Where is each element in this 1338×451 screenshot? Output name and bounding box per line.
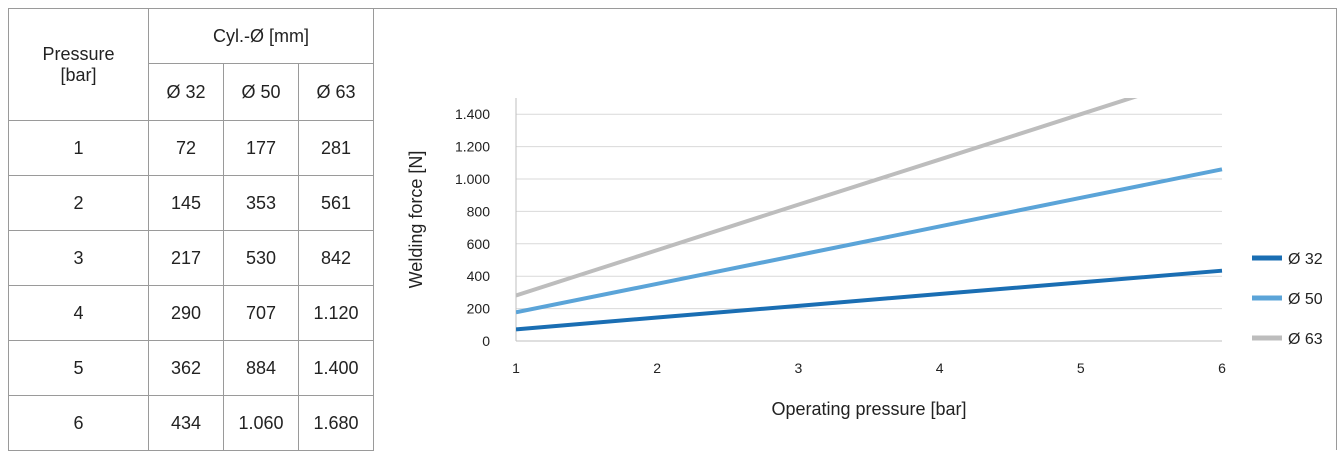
pressure-cell: 4 [8,285,149,341]
pressure-cell: 2 [8,175,149,231]
welding-force-chart: 0 200 400 600 800 1.000 1.200 1.400 1 2 3 4 5 6 Operat… [406,98,1323,419]
chart-area: 0 200 400 600 800 1.000 1.200 1.400 1 2 3 4 5 6 Operat… [376,8,1336,450]
value-cell: 290 [148,285,224,341]
y-axis-title: Welding force [N] [406,151,426,289]
legend-label: Ø 32 [1288,251,1323,268]
x-tick-label: 3 [795,360,803,376]
table-row: 1 72 177 281 [8,120,374,176]
y-tick-label: 800 [467,203,491,219]
legend-label: Ø 50 [1288,291,1323,308]
x-tick-label: 6 [1218,360,1226,376]
force-table: Pressure [bar] Cyl.-Ø [mm] Ø 32 Ø 50 Ø 6… [8,8,374,451]
table-row: 3 217 530 842 [8,230,374,286]
table-row: 6 434 1.060 1.680 [8,395,374,451]
y-tick-label: 600 [467,236,491,252]
value-cell: 707 [223,285,299,341]
column-header: Ø 32 [148,63,224,121]
x-tick-label: 5 [1077,360,1085,376]
y-tick-label: 1.400 [455,106,490,122]
value-cell: 884 [223,340,299,396]
x-tick-label: 1 [512,360,520,376]
x-tick-label: 4 [936,360,944,376]
pressure-cell: 6 [8,395,149,451]
value-cell: 177 [223,120,299,176]
pressure-unit: [bar] [60,64,97,85]
x-tick-label: 2 [653,360,661,376]
value-cell: 1.120 [298,285,374,341]
series-line [516,98,1138,298]
series-line [516,167,1223,315]
cyl-header: Cyl.-Ø [mm] [148,8,374,64]
y-tick-label: 200 [467,301,491,317]
value-cell: 530 [223,230,299,286]
value-cell: 1.680 [298,395,374,451]
y-tick-label: 1.200 [455,139,490,155]
value-cell: 561 [298,175,374,231]
value-cell: 1.060 [223,395,299,451]
value-cell: 217 [148,230,224,286]
column-header: Ø 63 [298,63,374,121]
table-row: 4 290 707 1.120 [8,285,374,341]
y-tick-label: 1.000 [455,171,490,187]
pressure-header-cell: Pressure [bar] [8,8,149,121]
y-tick-label: 0 [482,333,490,349]
value-cell: 842 [298,230,374,286]
table-row: 5 362 884 1.400 [8,340,374,396]
legend-label: Ø 63 [1288,331,1323,348]
table-row: 2 145 353 561 [8,175,374,231]
series-line [516,268,1223,332]
value-cell: 353 [223,175,299,231]
value-cell: 1.400 [298,340,374,396]
value-cell: 281 [298,120,374,176]
pressure-header: Pressure [42,43,115,64]
value-cell: 434 [148,395,224,451]
value-cell: 362 [148,340,224,396]
value-cell: 72 [148,120,224,176]
pressure-cell: 1 [8,120,149,176]
column-header: Ø 50 [223,63,299,121]
value-cell: 145 [148,175,224,231]
x-axis-title: Operating pressure [bar] [771,399,966,419]
y-tick-label: 400 [467,268,491,284]
pressure-cell: 3 [8,230,149,286]
pressure-cell: 5 [8,340,149,396]
